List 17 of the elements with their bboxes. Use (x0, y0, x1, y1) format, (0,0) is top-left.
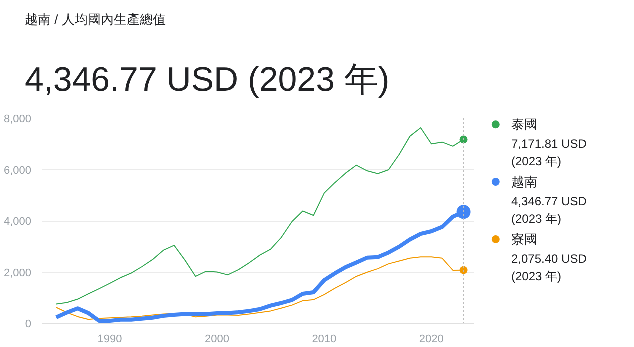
legend-label: 越南 (512, 174, 538, 190)
y-tick-label: 2,000 (4, 267, 32, 280)
chart-subtitle: 越南 / 人均國內生產總值 (25, 11, 167, 29)
x-tick-label: 2000 (204, 334, 230, 346)
y-tick-label: 4,000 (4, 216, 32, 228)
x-tick-label: 2010 (312, 334, 337, 346)
text: 7,171.81 USD (2023 年) (512, 136, 588, 168)
legend-label: 泰國 (512, 117, 538, 132)
x-tick-label: 2020 (419, 334, 444, 346)
text: 2,075.40 USD (2023 年) (512, 252, 588, 284)
text: 4,346.77 USD (2023 年) (512, 194, 588, 226)
y-tick-label: 6,000 (4, 164, 32, 177)
legend-label: 寮國 (512, 232, 538, 247)
y-tick-label: 0 (25, 318, 32, 330)
chart-title: 4,346.77 USD (2023 年) (25, 60, 390, 101)
y-tick-label: 8,000 (4, 114, 32, 126)
x-tick-label: 1990 (98, 334, 122, 346)
